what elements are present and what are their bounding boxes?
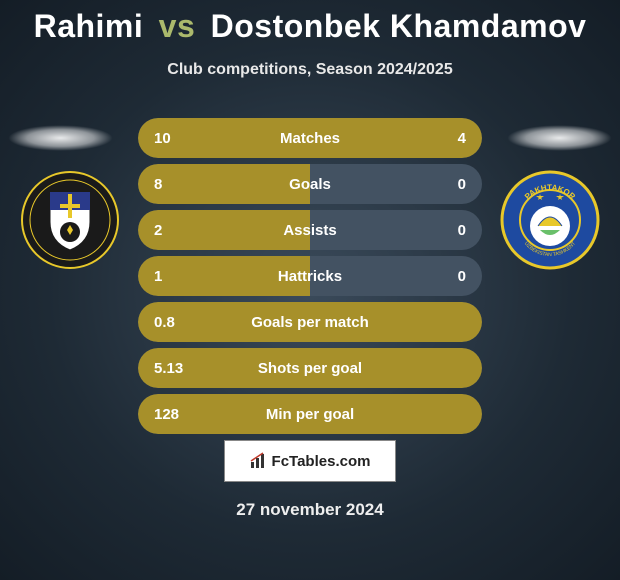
- date-text: 27 november 2024: [0, 500, 620, 520]
- stat-row: 0.8Goals per match: [138, 302, 482, 342]
- player1-name: Rahimi: [34, 8, 144, 44]
- player2-name: Dostonbek Khamdamov: [211, 8, 587, 44]
- right-crest-shadow: [507, 125, 612, 151]
- stat-label: Assists: [138, 222, 482, 239]
- stat-value-right: 0: [458, 176, 466, 193]
- subtitle: Club competitions, Season 2024/2025: [0, 61, 620, 79]
- left-crest-shadow: [8, 125, 113, 151]
- inter-zapresic-icon: [20, 170, 120, 270]
- stat-label: Goals: [138, 176, 482, 193]
- stat-label: Shots per goal: [138, 360, 482, 377]
- fctables-logo[interactable]: FcTables.com: [224, 440, 396, 482]
- stat-value-right: 4: [458, 130, 466, 147]
- fctables-text: FcTables.com: [272, 453, 371, 470]
- stat-row: 8Goals0: [138, 164, 482, 204]
- stat-row: 10Matches4: [138, 118, 482, 158]
- stat-label: Hattricks: [138, 268, 482, 285]
- stat-label: Min per goal: [138, 406, 482, 423]
- stat-row: 5.13Shots per goal: [138, 348, 482, 388]
- stat-label: Goals per match: [138, 314, 482, 331]
- stat-value-right: 0: [458, 222, 466, 239]
- stat-value-right: 0: [458, 268, 466, 285]
- chart-icon: [250, 452, 268, 470]
- stat-label: Matches: [138, 130, 482, 147]
- pakhtakor-icon: PAKHTAKOR UZBEKISTAN TASHKENT: [500, 170, 600, 270]
- stats-container: 10Matches4 8Goals0 2Assists0 1Hattricks0 0.8…: [138, 118, 482, 440]
- stat-row: 2Assists0: [138, 210, 482, 250]
- vs-text: vs: [159, 8, 196, 44]
- player1-club-crest: [20, 170, 120, 270]
- stat-row: 128Min per goal: [138, 394, 482, 434]
- comparison-title: Rahimi vs Dostonbek Khamdamov: [0, 0, 620, 45]
- stat-row: 1Hattricks0: [138, 256, 482, 296]
- player2-club-crest: PAKHTAKOR UZBEKISTAN TASHKENT: [500, 170, 600, 270]
